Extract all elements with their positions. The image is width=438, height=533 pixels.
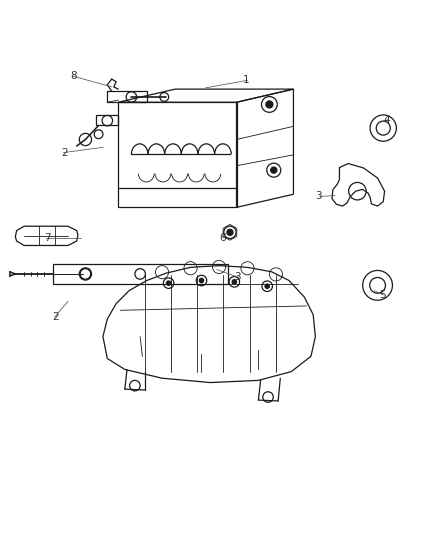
Circle shape [199, 278, 204, 282]
Text: 8: 8 [70, 71, 77, 81]
Text: 3: 3 [315, 191, 322, 201]
Circle shape [265, 284, 269, 288]
Circle shape [166, 281, 171, 285]
Text: 7: 7 [44, 233, 50, 243]
Text: 6: 6 [219, 233, 226, 243]
Text: 5: 5 [379, 290, 385, 300]
Circle shape [266, 101, 273, 108]
Text: 2: 2 [61, 148, 68, 158]
Text: 3: 3 [234, 272, 241, 282]
Text: 2: 2 [53, 312, 59, 322]
Text: 4: 4 [383, 115, 390, 125]
Circle shape [227, 229, 233, 236]
Text: 1: 1 [243, 75, 250, 85]
Circle shape [271, 167, 277, 173]
Circle shape [232, 280, 237, 284]
